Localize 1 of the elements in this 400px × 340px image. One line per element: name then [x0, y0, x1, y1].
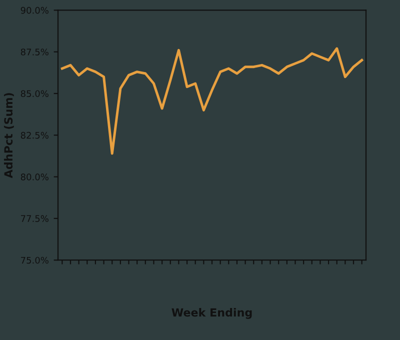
line-series — [60, 47, 364, 155]
